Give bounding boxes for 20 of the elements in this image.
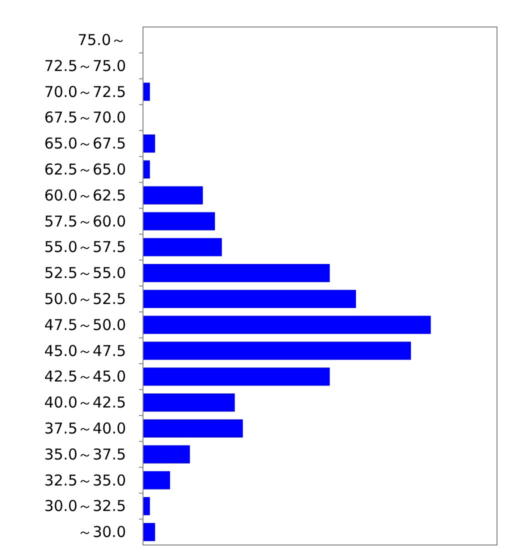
y-tick-label: 60.0～62.5 xyxy=(44,186,126,204)
y-tick-label: 32.5～35.0 xyxy=(44,471,126,490)
y-tick-label: 72.5～75.0 xyxy=(44,56,126,75)
y-tick-label: 45.0～47.5 xyxy=(44,342,126,360)
y-tick-label: 70.0～72.5 xyxy=(44,82,126,101)
y-tick-label: 62.5～65.0 xyxy=(44,160,126,178)
y-tick-label: 67.5～70.0 xyxy=(44,108,126,127)
y-tick-label: 47.5～50.0 xyxy=(44,316,126,334)
y-tick-label: 50.0～52.5 xyxy=(44,290,126,308)
y-tick-label: 42.5～45.0 xyxy=(44,368,126,386)
y-tick-label: 57.5～60.0 xyxy=(44,212,126,230)
y-tick-label: 40.0～42.5 xyxy=(44,394,126,412)
y-tick-label: 37.5～40.0 xyxy=(44,419,126,438)
y-tick-label: ～30.0 xyxy=(78,523,126,542)
y-tick-label: 75.0～ xyxy=(78,30,126,49)
y-tick-label: 30.0～32.5 xyxy=(44,497,126,516)
y-tick-label: 65.0～67.5 xyxy=(44,134,126,153)
y-tick-label: 35.0～37.5 xyxy=(44,445,126,464)
y-tick-label: 52.5～55.0 xyxy=(44,264,126,282)
y-tick-label: 55.0～57.5 xyxy=(44,238,126,256)
